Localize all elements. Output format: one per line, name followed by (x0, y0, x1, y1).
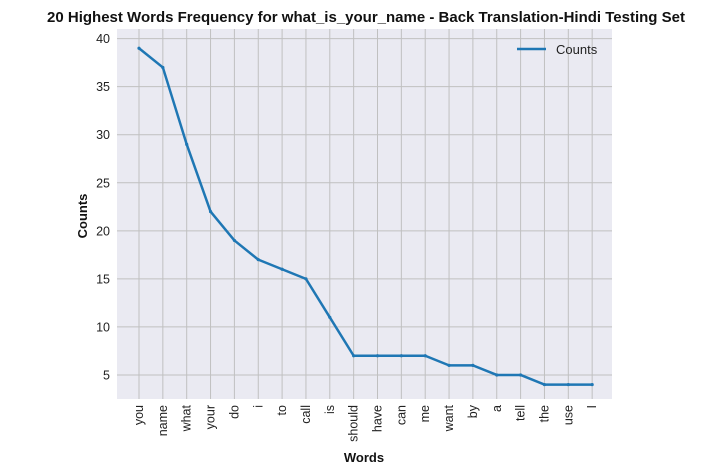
y-tick-label: 40 (96, 32, 110, 46)
y-axis-label: Counts (75, 194, 90, 239)
x-tick-label: I (585, 405, 599, 408)
data-point (447, 363, 451, 367)
data-point (352, 354, 356, 358)
x-tick-label: name (156, 405, 170, 436)
x-axis-label: Words (344, 450, 384, 465)
plot-area (117, 29, 612, 399)
data-point (423, 354, 427, 358)
x-tick-label: by (466, 404, 480, 418)
x-tick-label: tell (514, 405, 528, 421)
legend: Counts (517, 42, 598, 57)
data-point (208, 209, 213, 214)
x-tick-label: to (275, 405, 289, 415)
data-point (495, 373, 499, 377)
x-tick-label: the (537, 405, 551, 422)
data-point (232, 238, 236, 243)
x-tick-label: do (227, 405, 241, 419)
data-point (161, 65, 165, 70)
series-line-counts (137, 46, 594, 386)
x-tick-label: me (418, 405, 432, 422)
y-axis-ticks: 5 10 15 20 25 30 35 40 (96, 32, 110, 382)
data-point (566, 382, 570, 387)
y-tick-label: 25 (96, 176, 110, 190)
data-point (399, 354, 403, 358)
data-point (304, 277, 308, 281)
x-tick-label: want (442, 404, 456, 432)
data-point (375, 354, 380, 358)
x-axis-ticks: you name what your do i to call is should have can m… (132, 404, 599, 442)
data-point (280, 267, 284, 271)
y-tick-label: 20 (96, 224, 110, 238)
y-tick-label: 5 (103, 368, 110, 382)
series-layer (137, 46, 594, 387)
x-tick-label: should (347, 405, 361, 442)
data-point (137, 46, 141, 50)
data-point (542, 382, 547, 387)
x-tick-label: your (204, 405, 218, 429)
data-point (471, 363, 475, 367)
x-tick-label: can (394, 405, 408, 425)
x-tick-label: what (180, 404, 194, 432)
y-tick-label: 35 (96, 80, 110, 94)
data-point (519, 373, 523, 377)
data-point (590, 382, 594, 387)
x-tick-label: have (371, 405, 385, 432)
grid (117, 29, 612, 399)
x-tick-label: use (561, 405, 575, 425)
data-point (328, 315, 332, 319)
x-tick-label: you (132, 405, 146, 425)
x-tick-label: is (323, 405, 337, 414)
data-point (185, 142, 189, 146)
y-tick-label: 15 (96, 272, 110, 286)
x-tick-label: call (299, 405, 313, 424)
legend-label-counts: Counts (556, 42, 598, 57)
data-point (256, 258, 260, 262)
y-tick-label: 30 (96, 128, 110, 142)
y-tick-label: 10 (96, 320, 110, 334)
x-tick-label: a (490, 405, 504, 412)
chart-title: 20 Highest Words Frequency for what_is_y… (47, 9, 685, 26)
x-tick-label: i (251, 405, 265, 408)
